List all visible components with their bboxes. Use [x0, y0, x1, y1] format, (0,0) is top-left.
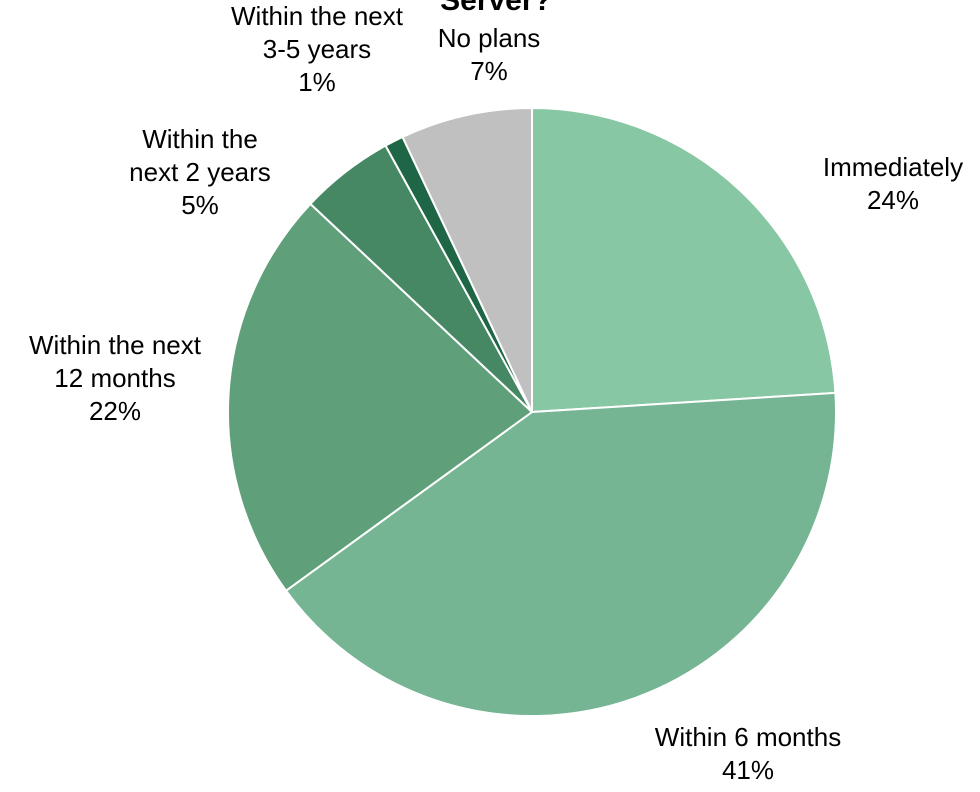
slice-category-label: Immediately — [823, 152, 963, 182]
slice-category-label: No plans — [438, 23, 541, 53]
slice-label-immediately: Immediately 24% — [823, 152, 963, 215]
pie-slice-within-the-next-12-months — [227, 202, 534, 593]
pie-slice-within-6-months — [284, 391, 837, 717]
chart-title: Server? — [440, 0, 552, 17]
slice-label-within-the-next-12-months: Within the next 12 months 22% — [29, 330, 202, 426]
slice-percent-label: 41% — [722, 755, 774, 785]
slice-percent-label: 24% — [867, 185, 919, 215]
slice-category-label: Within 6 months — [655, 722, 841, 752]
slice-label-within-the-next-3-5-years: Within the next 3-5 years 1% — [231, 1, 404, 97]
slice-labels: Immediately 24% Within 6 months 41% Within t… — [29, 1, 963, 785]
slice-percent-label: 22% — [89, 396, 141, 426]
slice-category-label: Within the next — [231, 1, 404, 31]
pie-slice-no-plans — [401, 106, 533, 413]
pie-slices — [227, 106, 837, 717]
slice-label-within-the-next-2-years: Within the next 2 years 5% — [129, 124, 271, 220]
slice-label-within-6-months: Within 6 months 41% — [655, 722, 841, 785]
slice-category-label: next 2 years — [129, 157, 271, 187]
slice-category-label: Within the — [142, 124, 258, 154]
slice-category-label: Within the next — [29, 330, 202, 360]
pie-slice-immediately — [531, 106, 837, 414]
slice-percent-label: 7% — [470, 56, 508, 86]
slice-percent-label: 1% — [298, 67, 336, 97]
slice-category-label: 3-5 years — [263, 34, 371, 64]
slice-percent-label: 5% — [181, 190, 219, 220]
slice-label-no-plans: No plans 7% — [438, 23, 541, 86]
slice-category-label: 12 months — [54, 363, 175, 393]
